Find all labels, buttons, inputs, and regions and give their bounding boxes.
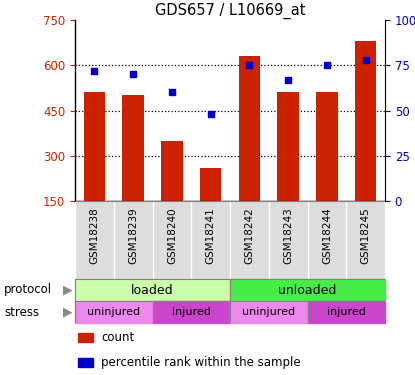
- Bar: [316, 92, 337, 201]
- Text: unloaded: unloaded: [278, 284, 337, 297]
- Bar: [78, 333, 93, 342]
- Bar: [230, 301, 308, 323]
- Bar: [230, 279, 385, 301]
- Text: injured: injured: [327, 307, 366, 317]
- Point: [362, 57, 369, 63]
- Text: stress: stress: [4, 306, 39, 318]
- Text: uninjured: uninjured: [242, 307, 295, 317]
- Bar: [239, 56, 260, 201]
- Bar: [84, 92, 105, 201]
- Bar: [75, 301, 152, 323]
- Text: injured: injured: [172, 307, 211, 317]
- Bar: [278, 92, 299, 201]
- Point: [91, 68, 98, 74]
- Text: GSM18241: GSM18241: [205, 207, 216, 264]
- Text: percentile rank within the sample: percentile rank within the sample: [101, 356, 301, 369]
- Point: [246, 62, 253, 68]
- Text: GSM18238: GSM18238: [89, 207, 99, 264]
- Text: GSM18245: GSM18245: [361, 207, 371, 264]
- Bar: [122, 95, 144, 201]
- Text: GSM18243: GSM18243: [283, 207, 293, 264]
- Text: count: count: [101, 331, 134, 344]
- Bar: [78, 358, 93, 367]
- Text: GSM18242: GSM18242: [244, 207, 254, 264]
- Text: GSM18244: GSM18244: [322, 207, 332, 264]
- Bar: [161, 141, 183, 201]
- Bar: [75, 279, 230, 301]
- Text: GSM18239: GSM18239: [128, 207, 138, 264]
- Bar: [152, 301, 230, 323]
- Point: [285, 77, 291, 83]
- Point: [324, 62, 330, 68]
- Point: [168, 89, 175, 95]
- Point: [208, 111, 214, 117]
- Text: protocol: protocol: [4, 284, 52, 297]
- Bar: [355, 41, 376, 201]
- Bar: [308, 301, 385, 323]
- Text: ▶: ▶: [63, 284, 73, 297]
- Text: GSM18240: GSM18240: [167, 207, 177, 264]
- Bar: [200, 168, 221, 201]
- Point: [130, 71, 137, 77]
- Text: loaded: loaded: [131, 284, 174, 297]
- Title: GDS657 / L10669_at: GDS657 / L10669_at: [155, 3, 305, 19]
- Text: uninjured: uninjured: [87, 307, 140, 317]
- Text: ▶: ▶: [63, 306, 73, 318]
